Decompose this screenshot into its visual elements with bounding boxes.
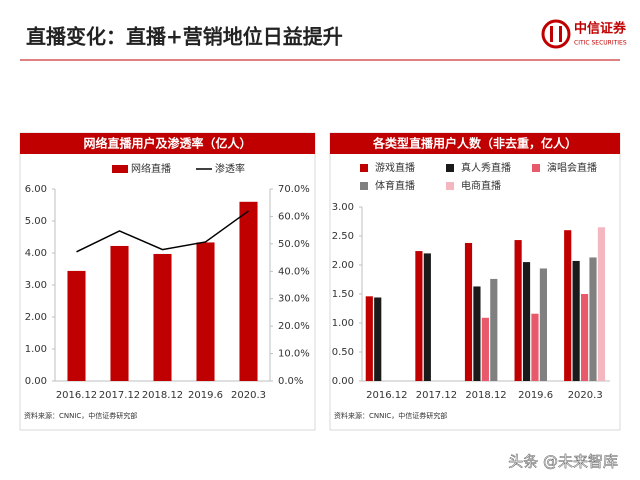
bar	[153, 253, 172, 381]
x-tick-label: 2019.6	[518, 390, 553, 401]
bar	[365, 296, 373, 381]
legend-label: 演唱会直播	[547, 161, 597, 174]
bar	[514, 240, 522, 381]
watermark: 头条 @未来智库	[508, 453, 618, 471]
legend-swatch	[360, 182, 368, 190]
legend-label: 网络直播	[131, 162, 171, 175]
bar	[110, 245, 129, 381]
panel-header	[20, 133, 315, 154]
y-tick-label: 2.00	[25, 312, 47, 323]
logo-subtitle: CITIC SECURITIES	[574, 40, 627, 47]
bar	[580, 294, 589, 381]
y2-tick-label: 20.0%	[278, 321, 310, 332]
legend-swatch	[360, 164, 368, 172]
logo-icon	[559, 26, 562, 42]
x-tick-label: 2018.12	[465, 390, 506, 401]
legend-label: 真人秀直播	[461, 161, 511, 174]
legend-label: 游戏直播	[375, 161, 415, 174]
bar	[67, 270, 86, 381]
x-tick-label: 2017.12	[99, 390, 140, 401]
y-tick-label: 0.50	[332, 347, 354, 358]
y-tick-label: 1.00	[332, 318, 354, 329]
y-tick-label: 2.00	[332, 260, 354, 271]
legend-swatch	[446, 182, 454, 190]
legend-label: 电商直播	[461, 179, 501, 192]
x-tick-label: 2018.12	[142, 390, 183, 401]
legend-swatch	[112, 165, 128, 173]
y2-tick-label: 40.0%	[278, 266, 310, 277]
line	[76, 210, 249, 253]
bar	[481, 317, 489, 381]
bar	[522, 262, 531, 381]
y2-tick-label: 70.0%	[278, 184, 310, 195]
legend-label: 体育直播	[375, 179, 415, 192]
y2-tick-label: 0.0%	[278, 376, 303, 387]
source-note: 资料来源：CNNIC，中信证券研究部	[24, 411, 137, 420]
y2-tick-label: 10.0%	[278, 349, 310, 360]
slide-title: 直播变化：直播+营销地位日益提升	[26, 25, 343, 49]
x-tick-label: 2016.12	[366, 390, 407, 401]
bar	[473, 286, 481, 381]
y-tick-label: 1.00	[25, 344, 47, 355]
logo-name: 中信证券	[574, 21, 627, 37]
bar	[196, 242, 215, 381]
bar	[539, 268, 547, 381]
bar	[531, 313, 539, 381]
bar	[423, 253, 431, 381]
bar	[564, 230, 572, 381]
x-tick-label: 2016.12	[56, 390, 97, 401]
y2-tick-label: 60.0%	[278, 211, 310, 222]
x-tick-label: 2017.12	[416, 390, 457, 401]
bar	[415, 251, 423, 381]
y-tick-label: 3.00	[25, 280, 47, 291]
bar	[239, 201, 258, 381]
y2-tick-label: 50.0%	[278, 239, 310, 250]
bar	[490, 278, 498, 381]
logo-icon	[541, 19, 571, 49]
bar	[597, 227, 606, 381]
bar	[572, 260, 580, 381]
y-tick-label: 4.00	[25, 248, 47, 259]
bar	[589, 257, 597, 381]
y-tick-label: 1.50	[332, 289, 354, 300]
panel-header	[330, 133, 620, 154]
y2-tick-label: 30.0%	[278, 294, 310, 305]
x-tick-label: 2020.3	[231, 390, 266, 401]
y-tick-label: 0.00	[25, 376, 47, 387]
y-tick-label: 3.00	[332, 202, 354, 213]
logo-icon	[550, 26, 553, 42]
chart-title: 网络直播用户及渗透率（亿人）	[83, 136, 251, 151]
source-note: 资料来源：CNNIC，中信证券研究部	[334, 411, 447, 420]
y-tick-label: 0.00	[332, 376, 354, 387]
x-tick-label: 2019.6	[188, 390, 223, 401]
legend-swatch	[532, 164, 540, 172]
y-tick-label: 5.00	[25, 216, 47, 227]
y-tick-label: 6.00	[25, 184, 47, 195]
x-tick-label: 2020.3	[568, 390, 603, 401]
y-tick-label: 2.50	[332, 231, 354, 242]
bar	[464, 242, 473, 381]
legend-swatch	[446, 164, 454, 172]
chart-title: 各类型直播用户人数（非去重，亿人）	[372, 136, 577, 151]
legend-label: 渗透率	[215, 162, 245, 175]
bar	[374, 297, 382, 381]
